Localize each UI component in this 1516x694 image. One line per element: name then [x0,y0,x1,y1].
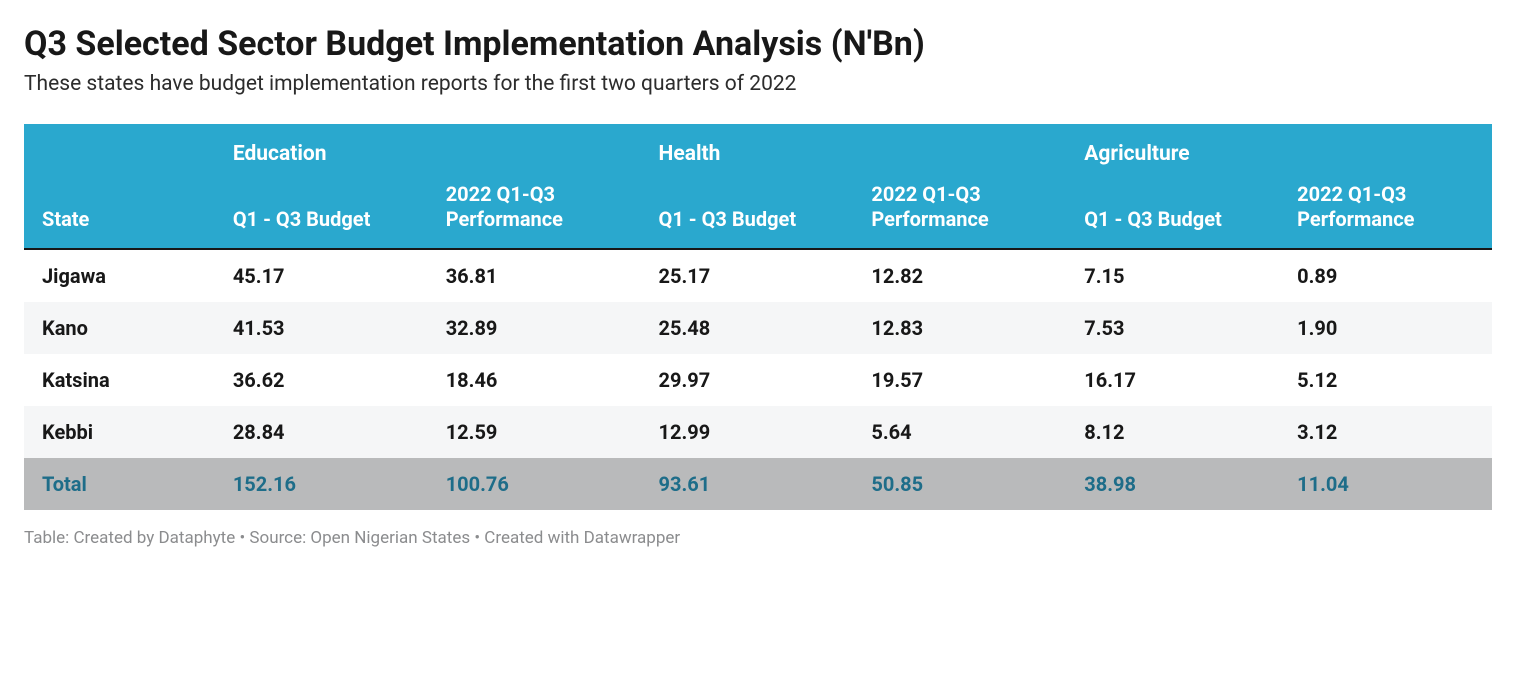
group-header-agriculture: Agriculture [1066,124,1492,172]
cell-value: 0.89 [1279,249,1492,302]
table-row: Katsina 36.62 18.46 29.97 19.57 16.17 5.… [24,354,1492,406]
cell-value: 29.97 [641,354,854,406]
column-header-agri-budget: Q1 - Q3 Budget [1066,172,1279,249]
column-header-edu-budget: Q1 - Q3 Budget [215,172,428,249]
cell-value: 18.46 [428,354,641,406]
cell-value: 5.12 [1279,354,1492,406]
cell-value: 7.15 [1066,249,1279,302]
cell-value: 32.89 [428,302,641,354]
column-header-state: State [24,172,215,249]
page-subtitle: These states have budget implementation … [24,72,1492,96]
cell-value: 19.57 [853,354,1066,406]
cell-value: 152.16 [215,458,428,510]
cell-state: Jigawa [24,249,215,302]
cell-value: 28.84 [215,406,428,458]
cell-value: 100.76 [428,458,641,510]
cell-value: 12.59 [428,406,641,458]
table-header: Education Health Agriculture State Q1 - … [24,124,1492,249]
cell-value: 93.61 [641,458,854,510]
cell-value: 1.90 [1279,302,1492,354]
table-header-sub-row: State Q1 - Q3 Budget 2022 Q1-Q3 Performa… [24,172,1492,249]
cell-value: 12.82 [853,249,1066,302]
budget-table: Education Health Agriculture State Q1 - … [24,124,1492,510]
cell-value: 25.17 [641,249,854,302]
column-header-edu-perf: 2022 Q1-Q3 Performance [428,172,641,249]
cell-value: 3.12 [1279,406,1492,458]
cell-value: 12.83 [853,302,1066,354]
table-total-row: Total 152.16 100.76 93.61 50.85 38.98 11… [24,458,1492,510]
cell-value: 8.12 [1066,406,1279,458]
cell-value: 50.85 [853,458,1066,510]
cell-total-label: Total [24,458,215,510]
cell-value: 12.99 [641,406,854,458]
table-row: Kano 41.53 32.89 25.48 12.83 7.53 1.90 [24,302,1492,354]
table-row: Kebbi 28.84 12.59 12.99 5.64 8.12 3.12 [24,406,1492,458]
column-header-agri-perf: 2022 Q1-Q3 Performance [1279,172,1492,249]
cell-value: 41.53 [215,302,428,354]
cell-value: 7.53 [1066,302,1279,354]
cell-value: 25.48 [641,302,854,354]
group-header-health: Health [641,124,1067,172]
cell-value: 45.17 [215,249,428,302]
header-spacer [24,124,215,172]
cell-state: Kebbi [24,406,215,458]
column-header-health-perf: 2022 Q1-Q3 Performance [853,172,1066,249]
column-header-health-budget: Q1 - Q3 Budget [641,172,854,249]
table-footer-credit: Table: Created by Dataphyte • Source: Op… [24,528,1492,548]
cell-value: 11.04 [1279,458,1492,510]
table-row: Jigawa 45.17 36.81 25.17 12.82 7.15 0.89 [24,249,1492,302]
cell-value: 36.81 [428,249,641,302]
cell-state: Katsina [24,354,215,406]
page-title: Q3 Selected Sector Budget Implementation… [24,24,1492,64]
cell-value: 38.98 [1066,458,1279,510]
group-header-education: Education [215,124,641,172]
cell-value: 36.62 [215,354,428,406]
report-container: Q3 Selected Sector Budget Implementation… [0,0,1516,566]
cell-value: 16.17 [1066,354,1279,406]
table-header-group-row: Education Health Agriculture [24,124,1492,172]
cell-value: 5.64 [853,406,1066,458]
table-body: Jigawa 45.17 36.81 25.17 12.82 7.15 0.89… [24,249,1492,510]
cell-state: Kano [24,302,215,354]
